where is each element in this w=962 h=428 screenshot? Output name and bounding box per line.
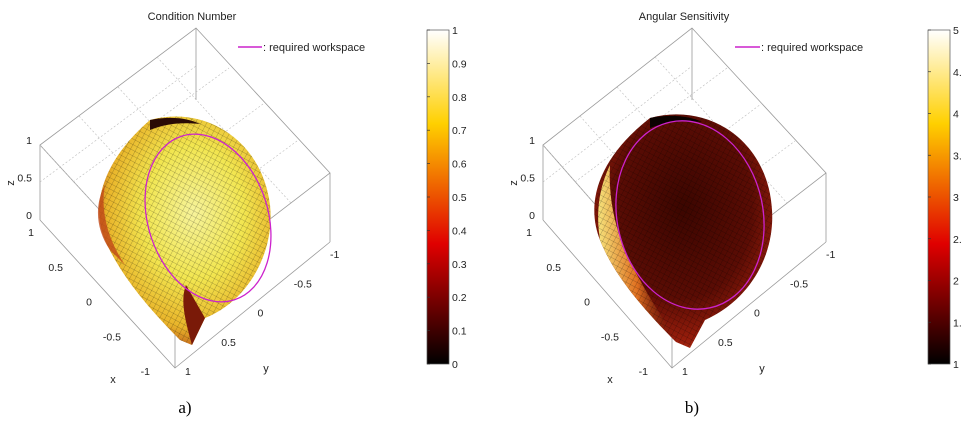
colorbar-tick-label: 0.9 — [452, 58, 467, 70]
colorbar-tick-label: 1 — [452, 25, 458, 37]
colorbar-ticks: 1 0.9 0.8 0.7 0.6 0.5 0.4 0.3 0.2 0.1 0 — [427, 25, 467, 371]
panel-label: a) — [178, 398, 191, 417]
x-axis-label: x — [110, 374, 116, 386]
chart-title: Angular Sensitivity — [639, 11, 730, 23]
colorbar — [927, 29, 951, 365]
colorbar-tick-label: 3 — [953, 192, 959, 204]
legend-label: : required workspace — [761, 42, 863, 54]
y-tick-label: 0 — [258, 308, 264, 320]
y-axis-label: y — [263, 363, 269, 375]
x-axis-label: x — [607, 374, 613, 386]
panel-label: b) — [685, 398, 699, 417]
y-axis-label: y — [759, 363, 765, 375]
colorbar-tick-label: 0.1 — [452, 326, 467, 338]
x-tick-label: 0.5 — [546, 262, 561, 274]
x-tick-label: -0.5 — [601, 331, 619, 343]
legend-label: : required workspace — [263, 42, 365, 54]
y-tick-label: -1 — [826, 249, 835, 261]
y-tick-label: -0.5 — [294, 278, 312, 290]
colorbar-tick-label: 0.2 — [452, 292, 467, 304]
axis-ticks: 1 0.5 0 -0.5 -1 -1 -0.5 0 0.5 1 1 0.5 0 — [520, 135, 835, 378]
colorbar-tick-label: 1.5 — [953, 317, 962, 329]
y-tick-label: 1 — [185, 366, 191, 378]
colorbar — [426, 29, 450, 365]
z-tick-label: 0.5 — [520, 173, 535, 185]
y-tick-label: 0.5 — [718, 337, 733, 349]
z-axis-label: z — [508, 180, 520, 186]
y-tick-label: 0.5 — [221, 337, 236, 349]
x-tick-label: 1 — [28, 227, 34, 239]
colorbar-tick-label: 1 — [953, 359, 959, 371]
surface-condition-number — [97, 116, 271, 346]
y-tick-label: -1 — [330, 249, 339, 261]
y-tick-label: 1 — [682, 366, 688, 378]
colorbar-tick-label: 0.8 — [452, 92, 467, 104]
surface-angular-sensitivity — [594, 114, 773, 348]
colorbar-tick-label: 0 — [452, 359, 458, 371]
colorbar-tick-label: 0.4 — [452, 225, 467, 237]
axis-ticks: 1 0.5 0 -0.5 -1 -1 -0.5 0 0.5 1 1 0.5 0 — [17, 135, 339, 378]
colorbar-tick-label: 4 — [953, 109, 959, 121]
z-tick-label: 1 — [529, 135, 535, 147]
panel-a: Condition Number : required workspace — [5, 11, 467, 417]
colorbar-tick-label: 5 — [953, 25, 959, 37]
z-tick-label: 0.5 — [17, 173, 32, 185]
panel-b: Angular Sensitivity : required workspace… — [508, 11, 962, 417]
x-tick-label: 0 — [86, 297, 92, 309]
x-tick-label: -1 — [639, 366, 648, 378]
z-tick-label: 1 — [26, 135, 32, 147]
required-workspace-curve — [144, 133, 272, 303]
colorbar-tick-label: 0.7 — [452, 125, 467, 137]
colorbar-tick-label: 2.5 — [953, 234, 962, 246]
colorbar-tick-label: 2 — [953, 276, 959, 288]
x-tick-label: -0.5 — [103, 331, 121, 343]
colorbar-ticks: 5 4.5 4 3.5 3 2.5 2 1.5 1 — [928, 25, 962, 371]
required-workspace-curve — [615, 120, 765, 310]
x-tick-label: 0.5 — [48, 262, 63, 274]
colorbar-tick-label: 0.3 — [452, 259, 467, 271]
x-tick-label: 1 — [526, 227, 532, 239]
z-axis-label: z — [5, 180, 17, 186]
y-tick-label: -0.5 — [790, 278, 808, 290]
x-tick-label: -1 — [141, 366, 150, 378]
colorbar-tick-label: 0.6 — [452, 159, 467, 171]
colorbar-tick-label: 3.5 — [953, 150, 962, 162]
colorbar-tick-label: 4.5 — [953, 67, 962, 79]
legend: : required workspace — [238, 42, 365, 54]
y-tick-label: 0 — [754, 308, 760, 320]
chart-title: Condition Number — [148, 11, 237, 23]
z-tick-label: 0 — [26, 210, 32, 222]
z-tick-label: 0 — [529, 210, 535, 222]
legend: : required workspace — [735, 42, 863, 54]
x-tick-label: 0 — [584, 297, 590, 309]
colorbar-tick-label: 0.5 — [452, 192, 467, 204]
